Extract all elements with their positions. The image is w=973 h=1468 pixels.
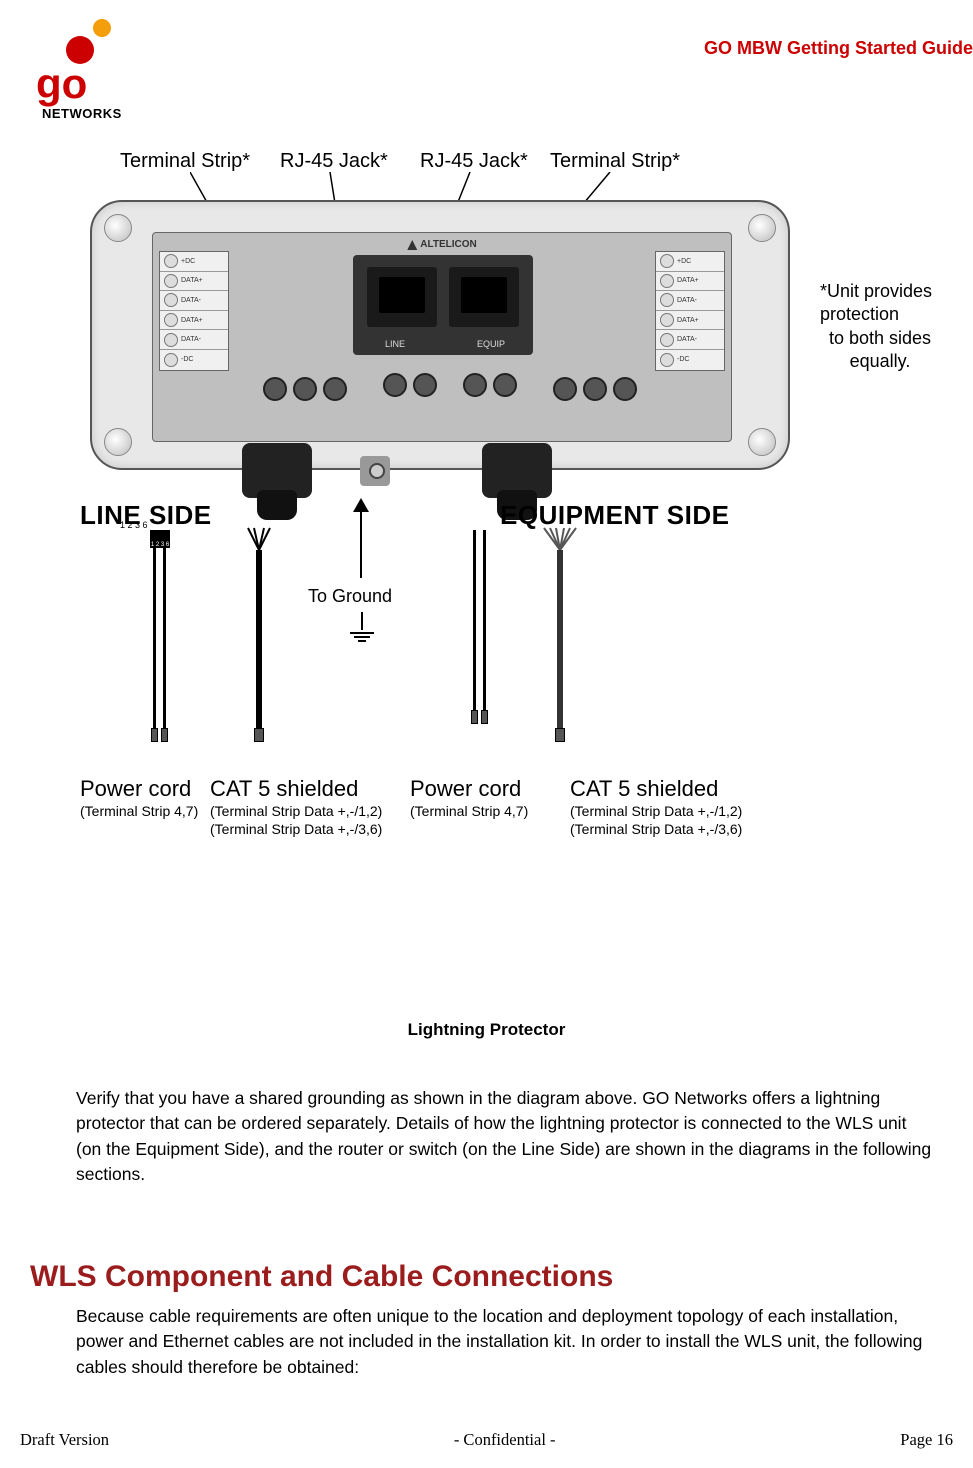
screw-icon: [104, 428, 132, 456]
varistor-icon: [263, 377, 287, 401]
ground-arrow-icon: [360, 508, 362, 578]
plug-icon: 1236: [150, 530, 170, 548]
pcb-components: [163, 369, 721, 429]
rj45-port-equip: [449, 267, 519, 327]
varistor-icon: [383, 373, 407, 397]
terminal-strip-left: +DC DATA+ DATA- DATA+ DATA- -DC: [159, 251, 229, 371]
rj45-block: LINE EQUIP: [353, 255, 533, 355]
varistor-icon: [493, 373, 517, 397]
cat5-caption-right: CAT 5 shielded (Terminal Strip Data +,-/…: [570, 776, 742, 838]
varistor-icon: [413, 373, 437, 397]
logo-text-go: go: [36, 60, 87, 107]
cable-requirements-paragraph: Because cable requirements are often uni…: [76, 1304, 933, 1380]
figure-caption: Lightning Protector: [0, 1020, 973, 1040]
equipment-side-label: EQUIPMENT SIDE: [500, 500, 729, 531]
footer-right: Page 16: [900, 1430, 953, 1450]
callout-terminal-strip-left: Terminal Strip*: [120, 150, 250, 173]
cable-gland-right: [482, 443, 552, 498]
page-footer: Draft Version - Confidential - Page 16: [20, 1430, 953, 1450]
ground-label: To Ground: [308, 586, 392, 607]
pcb-board: ALTELICON +DC DATA+ DATA- DATA+ DATA- -D…: [152, 232, 732, 442]
varistor-icon: [463, 373, 487, 397]
callout-terminal-strip-right: Terminal Strip*: [550, 150, 680, 173]
screw-icon: [748, 214, 776, 242]
varistor-icon: [553, 377, 577, 401]
page-header: go NETWORKS GO MBW Getting Started Guide: [20, 18, 973, 138]
go-networks-logo-icon: go NETWORKS: [30, 18, 130, 128]
terminal-strip-right: +DC DATA+ DATA- DATA+ DATA- -DC: [655, 251, 725, 371]
power-cord-caption-left: Power cord (Terminal Strip 4,7): [80, 776, 198, 820]
cable-gland-left: [242, 443, 312, 498]
screw-icon: [748, 428, 776, 456]
lightning-protector-diagram: Terminal Strip* RJ-45 Jack* RJ-45 Jack* …: [60, 150, 940, 830]
ground-symbol-icon: [350, 612, 374, 644]
varistor-icon: [293, 377, 317, 401]
pcb-brand: ALTELICON: [407, 239, 476, 250]
plug-pins-label: 1 2 3 6: [120, 520, 148, 530]
varistor-icon: [613, 377, 637, 401]
callout-rj45-left: RJ-45 Jack*: [280, 150, 388, 173]
footer-center: - Confidential -: [454, 1430, 556, 1450]
ground-lug: [360, 456, 390, 486]
footer-left: Draft Version: [20, 1430, 109, 1450]
callout-rj45-right: RJ-45 Jack*: [420, 150, 528, 173]
protector-enclosure: ALTELICON +DC DATA+ DATA- DATA+ DATA- -D…: [90, 200, 790, 470]
rj-label-line: LINE: [385, 339, 405, 349]
logo: go NETWORKS: [30, 18, 130, 133]
varistor-icon: [323, 377, 347, 401]
cat5-caption-left: CAT 5 shielded (Terminal Strip Data +,-/…: [210, 776, 382, 838]
rj-label-equip: EQUIP: [477, 339, 505, 349]
varistor-icon: [583, 377, 607, 401]
power-cord-caption-right: Power cord (Terminal Strip 4,7): [410, 776, 528, 820]
svg-text:NETWORKS: NETWORKS: [42, 106, 122, 121]
grounding-paragraph: Verify that you have a shared grounding …: [76, 1086, 933, 1188]
section-heading: WLS Component and Cable Connections: [30, 1260, 613, 1294]
protection-note: *Unit provides protection to both sides …: [820, 280, 940, 374]
rj45-port-line: [367, 267, 437, 327]
screw-icon: [104, 214, 132, 242]
document-title: GO MBW Getting Started Guide: [704, 38, 973, 59]
